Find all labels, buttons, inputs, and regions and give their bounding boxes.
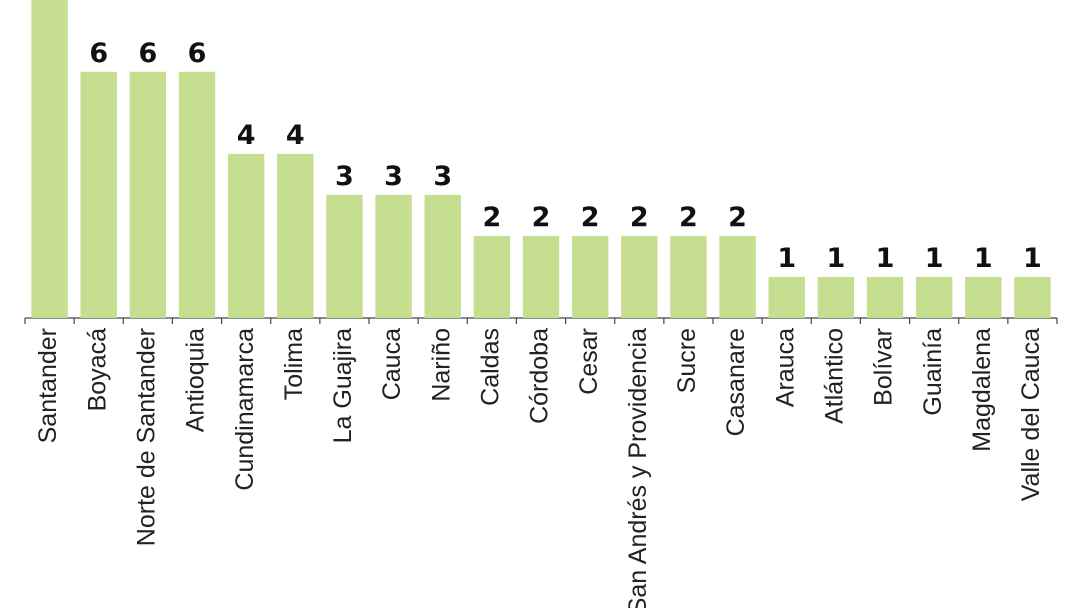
bar <box>473 235 511 318</box>
value-label: 1 <box>826 243 845 274</box>
x-tick-label: Bolívar <box>870 328 898 406</box>
value-label: 1 <box>974 243 993 274</box>
x-tick-label: Atlántico <box>820 328 848 424</box>
bar <box>621 235 658 318</box>
bar <box>1014 276 1051 318</box>
x-tick-label: Cesar <box>575 328 603 395</box>
value-label: 1 <box>777 243 796 274</box>
value-label: 2 <box>630 202 649 233</box>
value-label: 6 <box>188 38 207 69</box>
value-label: 1 <box>876 243 895 274</box>
value-label: 4 <box>237 120 256 151</box>
value-label: 2 <box>728 202 747 233</box>
value-label: 6 <box>89 38 108 69</box>
value-label: 2 <box>482 202 501 233</box>
bar <box>522 235 560 318</box>
x-tick-label: Valle del Cauca <box>1017 328 1045 501</box>
x-tick-label: Arauca <box>771 328 799 407</box>
bar <box>326 194 363 318</box>
bar <box>866 276 904 318</box>
x-tick-label: Nariño <box>427 328 455 402</box>
value-label: 3 <box>335 161 354 192</box>
bar <box>277 153 314 318</box>
x-tick-label: Boyacá <box>83 328 111 411</box>
bar <box>129 71 167 318</box>
value-label: 4 <box>286 120 305 151</box>
x-tick-label: Cauca <box>378 328 406 400</box>
bar <box>80 71 117 318</box>
x-tick-label: Norte de Santander <box>132 328 160 546</box>
value-label: 3 <box>384 161 403 192</box>
bar <box>965 276 1002 318</box>
x-tick-label: Santander <box>34 328 62 443</box>
bar <box>424 194 461 318</box>
x-tick-label: Tolima <box>280 328 308 400</box>
value-label: 2 <box>581 202 600 233</box>
value-label: 2 <box>679 202 698 233</box>
value-label: 3 <box>433 161 452 192</box>
bar <box>375 194 412 318</box>
x-tick-label: Cundinamarca <box>231 328 259 491</box>
value-label: 6 <box>138 38 157 69</box>
x-tick-label: San Andrés y Providencia <box>624 328 652 608</box>
bar <box>719 235 756 318</box>
bar <box>768 276 805 318</box>
bar <box>31 0 68 318</box>
x-tick-label: Antioquia <box>182 328 210 432</box>
x-tick-label: Córdoba <box>526 328 554 424</box>
x-tick-label: Magdalena <box>968 328 996 452</box>
value-label: 1 <box>1023 243 1042 274</box>
bar <box>178 71 216 318</box>
bar <box>227 153 265 318</box>
x-tick-label: Caldas <box>476 328 504 406</box>
bar <box>571 235 609 318</box>
bar <box>670 235 707 318</box>
x-tick-label: Sucre <box>673 328 701 393</box>
x-tick-label: La Guajira <box>329 328 357 443</box>
x-tick-label: Guainía <box>919 328 947 416</box>
value-label: 1 <box>925 243 944 274</box>
x-tick-label: Casanare <box>722 328 750 436</box>
value-label: 2 <box>532 202 551 233</box>
bar <box>817 276 855 318</box>
bar <box>915 276 953 318</box>
